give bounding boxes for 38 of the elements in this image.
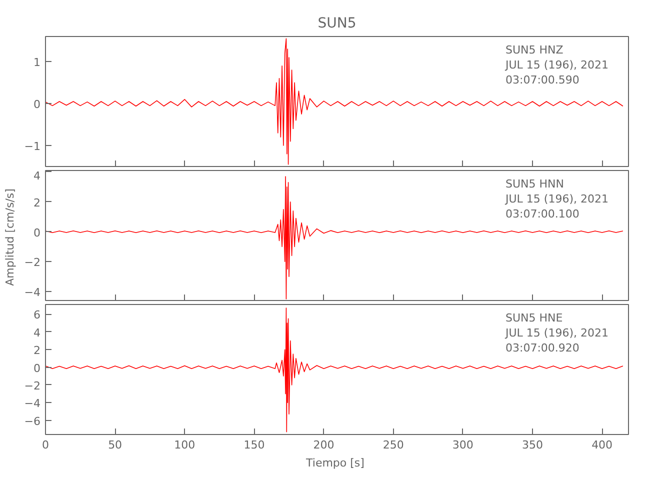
y-tick-label: −2 (24, 379, 41, 392)
x-tick-label: 400 (592, 438, 613, 452)
chart-title: SUN5 (318, 16, 356, 32)
x-tick-label: 200 (313, 438, 334, 452)
y-tick-label: −6 (24, 414, 41, 428)
y-tick-label: 4 (34, 326, 40, 340)
annotation: 03:07:00.100 (506, 208, 580, 220)
y-tick-label: −4 (24, 286, 41, 300)
annotation: SUN5 HNN (506, 178, 564, 190)
x-tick-label: 100 (174, 438, 196, 452)
y-tick-label: −2 (24, 256, 41, 270)
x-tick-label: 250 (382, 438, 404, 452)
y-tick-label: 6 (34, 308, 40, 322)
y-tick-label: 4 (34, 170, 40, 182)
y-tick-label: −1 (24, 140, 41, 154)
x-axis-title: Tiempo [s] (305, 456, 364, 470)
y-tick-label: 1 (34, 56, 40, 70)
x-tick-label: 50 (108, 438, 122, 452)
annotation: JUL 15 (196), 2021 (504, 192, 608, 206)
line-series (46, 38, 624, 165)
y-tick-label: 2 (34, 196, 40, 210)
y-tick-label: 0 (34, 226, 40, 240)
annotation: JUL 15 (196), 2021 (504, 326, 608, 340)
annotation: 03:07:00.590 (506, 74, 580, 86)
annotation: JUL 15 (196), 2021 (504, 58, 608, 72)
x-tick-label: 150 (244, 438, 265, 452)
line-series (46, 308, 624, 432)
y-tick-label: 0 (34, 98, 40, 112)
x-tick-label: 350 (522, 438, 543, 452)
annotation: SUN5 HNE (506, 312, 563, 324)
y-tick-label: −4 (24, 397, 41, 410)
annotation: 03:07:00.920 (506, 342, 580, 354)
y-axis-title: Amplitud [cm/s/s] (3, 188, 16, 286)
x-tick-label: 0 (42, 438, 49, 452)
y-tick-label: 0 (34, 362, 40, 375)
annotation: SUN5 HNZ (506, 44, 564, 56)
x-tick-label: 300 (452, 438, 474, 452)
y-tick-label: 2 (34, 344, 40, 358)
